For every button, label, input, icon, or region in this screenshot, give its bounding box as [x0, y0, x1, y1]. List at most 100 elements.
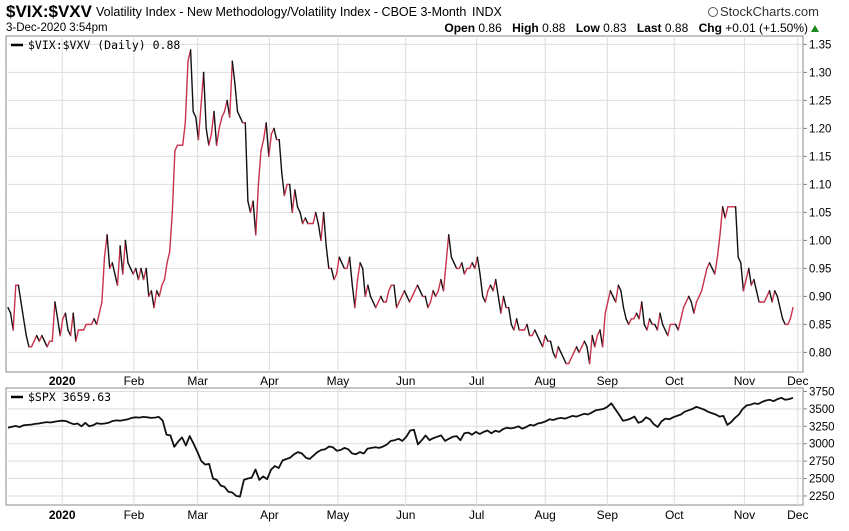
ratio-segment	[560, 351, 565, 359]
ratio-segment	[680, 306, 685, 320]
ratio-segment	[265, 122, 270, 158]
ratio-segment	[231, 60, 236, 85]
ratio-segment	[476, 256, 481, 275]
ratio-segment	[377, 295, 382, 303]
ratio-segment	[369, 295, 374, 303]
ratio-segment	[36, 334, 40, 342]
ratio-segment	[380, 295, 385, 303]
vix-vxv-legend: $VIX:$VXV (Daily) 0.88	[11, 38, 180, 52]
ratio-segment	[116, 245, 121, 286]
ratio-segment	[492, 278, 497, 292]
ratio-segment	[111, 262, 116, 275]
ratio-segment	[427, 301, 432, 309]
ratio-segment	[43, 340, 48, 348]
ratio-segment	[755, 290, 760, 303]
vix-vxv-y-tick-label: 0.95	[809, 263, 831, 275]
ratio-segment	[367, 284, 372, 298]
spx-panel: 3750 3500 3250 3000 2750 2500 2250 $SPX 3659.63	[5, 386, 835, 506]
ratio-segment	[742, 278, 747, 292]
ratio-segment	[46, 340, 51, 348]
ratio-segment	[41, 334, 46, 342]
ratio-segment	[7, 306, 12, 314]
timestamp: 3-Dec-2020 3:54pm	[6, 22, 108, 34]
ratio-segment	[375, 301, 379, 309]
ratio-segment	[338, 256, 343, 264]
ratio-segment	[641, 301, 645, 326]
spx-y-tick-label: 2250	[809, 491, 835, 503]
vix-vxv-panel: 1.35 1.30 1.25 1.20 1.15 1.10 1.05 1.00 0.95 0.90…	[5, 35, 831, 373]
ratio-segment	[776, 295, 781, 309]
ratio-segment	[234, 82, 239, 113]
ratio-segment	[17, 284, 22, 303]
ratio-segment	[59, 318, 64, 337]
ratio-segment	[255, 183, 260, 236]
ratio-segment	[615, 284, 619, 303]
vix-vxv-x-tick-label: Mar	[187, 374, 208, 388]
ratio-segment	[95, 312, 101, 326]
ratio-segment	[789, 306, 794, 320]
ratio-segment	[208, 133, 213, 146]
ratio-segment	[98, 301, 103, 314]
ratio-segment	[414, 284, 419, 292]
last-label: Last	[636, 21, 662, 35]
ratio-segment	[393, 284, 398, 309]
ratio-segment	[202, 71, 207, 130]
ratio-segment	[774, 290, 779, 298]
ratio-segment	[708, 262, 713, 270]
ratio-segment	[688, 295, 692, 303]
ratio-segment	[588, 334, 593, 365]
spx-y-tick-label: 3750	[809, 386, 835, 398]
ratio-segment	[395, 301, 400, 309]
exchange-label: INDX	[472, 5, 502, 19]
ratio-segment	[161, 278, 166, 286]
ratio-segment	[435, 290, 439, 298]
ratio-segment	[150, 290, 155, 309]
ratio-segment	[184, 60, 189, 124]
spx-legend-label: $SPX 3659.63	[28, 390, 111, 404]
vix-vxv-y-tick-label: 0.85	[809, 319, 831, 331]
ratio-segment	[140, 267, 145, 281]
ratio-segment	[268, 133, 273, 158]
ratio-segment	[474, 256, 479, 270]
ratio-segment	[330, 267, 335, 281]
ratio-segment	[38, 334, 43, 342]
spx-y-tick-label: 3250	[809, 421, 835, 433]
low-value: 0.83	[603, 21, 627, 35]
ratio-segment	[450, 256, 455, 264]
low-label: Low	[575, 21, 600, 35]
ratio-segment	[453, 262, 458, 270]
spx-x-tick-label: Mar	[187, 508, 208, 522]
high-value: 0.88	[542, 21, 566, 35]
ratio-segment	[30, 340, 35, 348]
ratio-segment	[205, 127, 210, 146]
ratio-segment	[135, 267, 140, 281]
ratio-segment	[348, 256, 353, 286]
spx-y-tick-label: 2750	[809, 456, 835, 468]
ratio-segment	[223, 99, 228, 113]
ratio-segment	[716, 234, 721, 258]
ratio-segment	[320, 211, 325, 242]
ratio-segment	[526, 323, 531, 337]
ratio-segment	[534, 329, 539, 337]
ratio-segment	[171, 150, 176, 214]
ratio-segment	[575, 346, 580, 354]
ratio-segment	[508, 306, 512, 326]
ratio-segment	[787, 318, 792, 326]
ratio-segment	[487, 284, 492, 292]
ratio-segment	[103, 234, 108, 258]
ratio-segment	[633, 312, 638, 320]
vix-vxv-y-tick-label: 1.30	[809, 67, 831, 79]
ratio-segment	[72, 312, 77, 342]
ratio-segment	[215, 127, 220, 146]
ratio-segment	[411, 290, 416, 298]
ratio-segment	[20, 301, 25, 320]
last-value: 0.88	[664, 21, 689, 35]
ratio-segment	[33, 334, 38, 342]
ratio-segment	[779, 306, 784, 320]
spx-x-tick-label: Jul	[469, 508, 484, 522]
ratio-segment	[401, 290, 406, 298]
ratio-segment	[625, 318, 630, 326]
brand-logo[interactable]: StockCharts.com	[708, 4, 819, 19]
ratio-segment	[195, 116, 200, 141]
ratio-segment	[502, 295, 507, 309]
